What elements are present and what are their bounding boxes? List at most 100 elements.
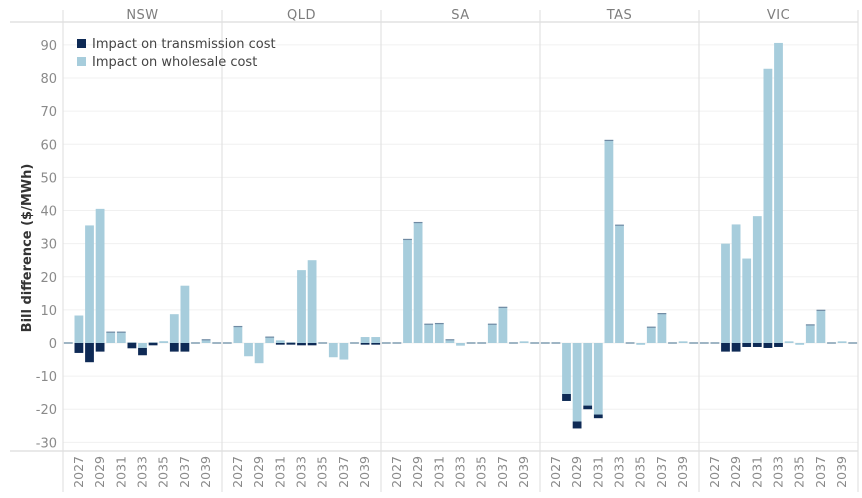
x-tick-label: 2029 bbox=[569, 456, 584, 488]
bar-wholesale-tas-2032 bbox=[604, 140, 614, 343]
bar-wholesale-nsw-2033 bbox=[138, 343, 147, 348]
bar-wholesale-nsw-2027 bbox=[74, 315, 84, 343]
bar-cap-sa-2028 bbox=[403, 238, 412, 241]
gridlines bbox=[10, 21, 858, 452]
y-tick-label: 60 bbox=[40, 138, 57, 153]
bar-transmission-vic-2032 bbox=[763, 343, 773, 348]
bar-cap-nsw-2031 bbox=[116, 331, 126, 333]
bar-transmission-tas-2031 bbox=[593, 414, 603, 419]
x-tick-label: 2031 bbox=[272, 456, 287, 488]
bar-zero-vic-2040 bbox=[848, 342, 858, 344]
bar-wholesale-tas-2030 bbox=[583, 343, 593, 406]
bar-cap-sa-2032 bbox=[445, 339, 455, 341]
panel-qld bbox=[222, 260, 381, 364]
bar-wholesale-vic-2033 bbox=[774, 42, 783, 343]
panel-tas bbox=[540, 139, 699, 429]
bar-wholesale-vic-2037 bbox=[816, 310, 826, 343]
bar-cap-tas-2033 bbox=[615, 224, 624, 226]
y-tick-label: 40 bbox=[40, 205, 57, 220]
bar-wholesale-tas-2028 bbox=[562, 343, 571, 395]
x-tick-label: 2027 bbox=[707, 456, 722, 488]
x-tick-label: 2039 bbox=[198, 456, 213, 488]
bar-wholesale-tas-2035 bbox=[636, 343, 646, 345]
y-tick-label: -30 bbox=[36, 436, 57, 451]
x-tick-label: 2033 bbox=[453, 456, 468, 488]
bar-wholesale-nsw-2031 bbox=[116, 332, 126, 343]
panel-title-sa: SA bbox=[451, 8, 469, 23]
bar-wholesale-vic-2034 bbox=[784, 341, 794, 343]
x-axis-ticks: 2027 2029 2031 2033 2035 2037 2039 2027 2029 2031… bbox=[71, 456, 849, 488]
bar-zero-tas-2026 bbox=[540, 342, 550, 344]
bar-cap-qld-2027 bbox=[233, 325, 243, 328]
x-tick-label: 2029 bbox=[410, 456, 425, 488]
bar-wholesale-sa-2039 bbox=[519, 341, 529, 343]
x-tick-label: 2037 bbox=[177, 456, 192, 488]
bar-transmission-nsw-2036 bbox=[169, 343, 179, 352]
bar-wholesale-sa-2037 bbox=[498, 307, 508, 343]
bar-cap-vic-2037 bbox=[816, 309, 826, 311]
bar-zero-sa-2034 bbox=[466, 342, 476, 344]
panel-sa bbox=[381, 221, 540, 346]
bar-wholesale-qld-2029 bbox=[254, 343, 264, 364]
x-tick-label: 2027 bbox=[71, 456, 86, 488]
x-tick-label: 2027 bbox=[230, 456, 245, 488]
bar-cap-tas-2032 bbox=[604, 139, 614, 142]
bar-wholesale-qld-2040 bbox=[371, 337, 381, 343]
panel-separators bbox=[62, 10, 859, 492]
bar-transmission-qld-2032 bbox=[286, 343, 296, 345]
bar-zero-sa-2026 bbox=[381, 342, 391, 344]
bar-zero-sa-2035 bbox=[477, 342, 487, 344]
y-axis-label: Bill difference ($/MWh) bbox=[20, 164, 35, 333]
legend-label-transmission: Impact on transmission cost bbox=[92, 37, 276, 52]
bar-transmission-nsw-2027 bbox=[74, 343, 84, 353]
bar-cap-vic-2036 bbox=[805, 324, 815, 326]
x-tick-label: 2029 bbox=[251, 456, 266, 488]
bar-zero-vic-2027 bbox=[710, 342, 720, 344]
x-tick-label: 2029 bbox=[92, 456, 107, 488]
y-tick-label: 20 bbox=[40, 271, 57, 286]
x-tick-label: 2039 bbox=[357, 456, 372, 488]
x-tick-label: 2029 bbox=[728, 456, 743, 488]
panel-titles: NSW QLD SA TAS VIC bbox=[126, 8, 789, 23]
x-tick-label: 2033 bbox=[294, 456, 309, 488]
bar-zero-vic-2038 bbox=[827, 342, 836, 344]
bar-cap-qld-2030 bbox=[265, 336, 275, 338]
bar-cap-tas-2037 bbox=[657, 313, 667, 315]
bar-transmission-qld-2033 bbox=[297, 343, 306, 346]
bar-cap-sa-2030 bbox=[424, 323, 434, 325]
legend-swatch-transmission bbox=[77, 39, 86, 48]
bar-wholesale-sa-2031 bbox=[434, 323, 444, 343]
bar-wholesale-tas-2039 bbox=[678, 341, 688, 343]
x-tick-label: 2027 bbox=[389, 456, 404, 488]
bar-zero-tas-2040 bbox=[689, 342, 699, 344]
bar-wholesale-vic-2028 bbox=[721, 243, 730, 343]
bar-transmission-nsw-2033 bbox=[138, 347, 147, 356]
bar-wholesale-sa-2033 bbox=[456, 343, 465, 346]
x-tick-label: 2037 bbox=[495, 456, 510, 488]
bars bbox=[63, 42, 858, 429]
panel-title-nsw: NSW bbox=[126, 8, 158, 23]
bar-transmission-nsw-2028 bbox=[85, 343, 94, 363]
bar-transmission-vic-2028 bbox=[721, 343, 730, 352]
x-tick-label: 2033 bbox=[771, 456, 786, 488]
panel-title-tas: TAS bbox=[606, 8, 633, 23]
bar-wholesale-tas-2033 bbox=[615, 225, 624, 343]
y-axis-ticks: 90 80 70 60 50 40 30 20 10 0 -10 -20 -30 bbox=[36, 39, 57, 451]
bar-zero-qld-2038 bbox=[350, 342, 359, 344]
x-tick-label: 2035 bbox=[792, 456, 807, 488]
legend-swatch-wholesale bbox=[77, 57, 86, 66]
bar-wholesale-vic-2031 bbox=[752, 216, 762, 343]
bar-zero-qld-2026 bbox=[222, 342, 232, 344]
bar-transmission-tas-2029 bbox=[572, 421, 582, 429]
x-tick-label: 2037 bbox=[654, 456, 669, 488]
bar-transmission-qld-2039 bbox=[360, 343, 370, 345]
x-tick-label: 2039 bbox=[516, 456, 531, 488]
bar-wholesale-vic-2035 bbox=[795, 343, 805, 345]
x-tick-label: 2035 bbox=[633, 456, 648, 488]
bar-wholesale-nsw-2030 bbox=[106, 332, 116, 343]
x-tick-label: 2033 bbox=[135, 456, 150, 488]
panel-title-qld: QLD bbox=[287, 8, 316, 23]
y-tick-label: 30 bbox=[40, 238, 57, 253]
bar-cap-nsw-2039 bbox=[201, 339, 211, 341]
bar-wholesale-nsw-2039 bbox=[201, 339, 211, 343]
